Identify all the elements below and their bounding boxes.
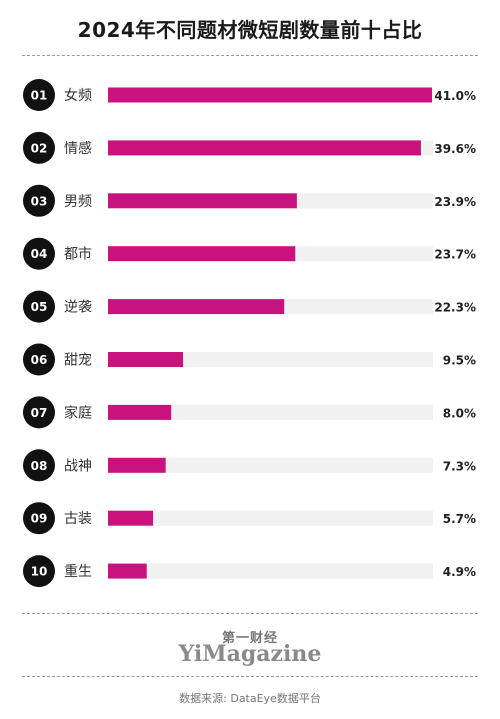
rank-number: 09 xyxy=(31,512,48,526)
value-label: 23.7% xyxy=(434,248,476,262)
rank-number: 05 xyxy=(31,300,48,314)
category-label: 甜宠 xyxy=(64,353,92,369)
value-label: 39.6% xyxy=(434,142,476,156)
rank-badge xyxy=(23,79,55,111)
bar xyxy=(108,140,421,156)
rank-number: 04 xyxy=(31,247,48,261)
bar xyxy=(108,563,147,579)
rank-number: 01 xyxy=(31,89,48,103)
rank-number: 10 xyxy=(31,565,48,579)
chart-title: 2024年不同题材微短剧数量前十占比 xyxy=(77,18,423,42)
source-note: 数据来源: DataEye数据平台 xyxy=(179,692,321,705)
rank-badge xyxy=(23,555,55,588)
bar-track xyxy=(108,457,433,473)
bar xyxy=(108,404,172,420)
category-label: 战神 xyxy=(64,458,92,474)
bar-chart: 01 女频 41.0% 02 情感 39.6% 03 男频 23.9% 04 都市 23.7% 05 逆袭… xyxy=(23,79,476,588)
bar xyxy=(108,193,297,209)
bar xyxy=(108,457,166,473)
value-label: 7.3% xyxy=(443,459,476,473)
bottom-divider xyxy=(22,676,478,677)
rank-badge xyxy=(23,449,55,482)
category-label: 逆袭 xyxy=(64,300,92,316)
rank-badge xyxy=(23,184,55,217)
value-label: 23.9% xyxy=(434,195,476,209)
rank-number: 06 xyxy=(31,353,48,367)
value-label: 41.0% xyxy=(434,89,476,103)
category-label: 古装 xyxy=(64,511,92,527)
value-label: 5.7% xyxy=(443,512,476,526)
top-divider xyxy=(22,55,478,56)
rank-badge xyxy=(23,290,55,323)
bar xyxy=(108,510,154,526)
value-label: 9.5% xyxy=(443,354,476,368)
category-label: 都市 xyxy=(64,246,92,263)
rank-badge xyxy=(23,396,55,429)
rank-badge xyxy=(23,131,55,164)
rank-badge xyxy=(23,237,55,270)
value-label: 4.9% xyxy=(443,565,476,579)
bar xyxy=(108,87,432,103)
rank-badge xyxy=(23,343,55,376)
bar xyxy=(108,299,285,315)
bar-track xyxy=(108,352,433,367)
bar xyxy=(108,352,184,367)
bar xyxy=(108,246,296,262)
category-label: 家庭 xyxy=(64,404,92,421)
rank-number: 02 xyxy=(31,141,48,155)
rank-number: 07 xyxy=(31,406,48,420)
brand-chinese-name: 第一财经 xyxy=(221,631,278,646)
bar-track xyxy=(108,563,433,579)
category-label: 情感 xyxy=(64,140,92,157)
value-label: 8.0% xyxy=(443,406,476,420)
rank-badge xyxy=(23,502,55,535)
category-label: 重生 xyxy=(64,564,92,580)
bar-track xyxy=(108,510,433,526)
rank-number: 08 xyxy=(31,459,48,473)
middle-divider xyxy=(22,613,478,614)
category-label: 男频 xyxy=(64,194,92,210)
bar-track xyxy=(108,404,433,420)
rank-number: 03 xyxy=(31,194,48,208)
brand-logo: YiMagazine xyxy=(178,641,322,667)
category-label: 女频 xyxy=(64,87,92,104)
value-label: 22.3% xyxy=(434,301,476,315)
